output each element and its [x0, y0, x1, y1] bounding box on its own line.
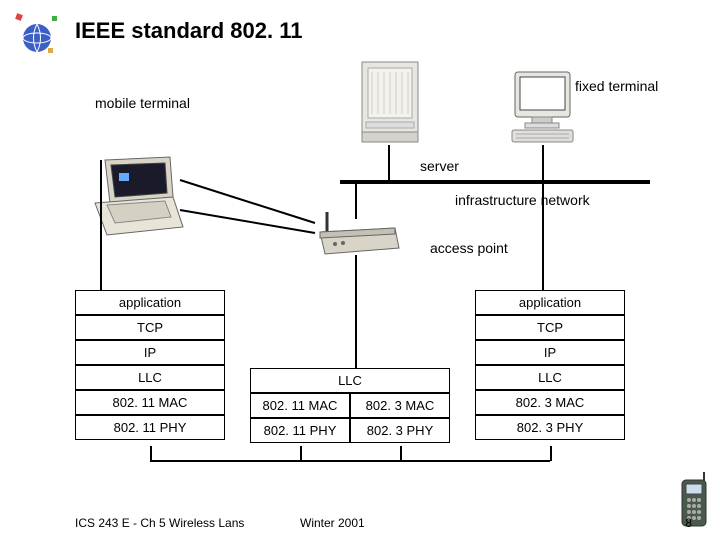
footer-left: ICS 243 E - Ch 5 Wireless Lans: [75, 516, 244, 530]
server-label: server: [420, 158, 459, 174]
laptop-stack-line: [100, 160, 102, 290]
stack-cell: 802. 3 MAC: [475, 390, 625, 415]
stack-cell: LLC: [75, 365, 225, 390]
access-point-icon: [315, 210, 400, 260]
monitor-drop: [542, 145, 544, 182]
stack-cell: LLC: [250, 368, 450, 393]
ap-stack-line: [355, 255, 357, 368]
stack-cell: application: [75, 290, 225, 315]
infra-label: infrastructure network: [455, 192, 590, 208]
stack-cell: 802. 3 MAC: [350, 393, 450, 418]
monitor-icon: [510, 70, 575, 145]
right-stack: application TCP IP LLC 802. 3 MAC 802. 3…: [475, 290, 625, 440]
stack-cell: TCP: [475, 315, 625, 340]
fixed-terminal-label: fixed terminal: [575, 78, 658, 94]
stack-cell: 802. 11 PHY: [75, 415, 225, 440]
stack-cell: LLC: [475, 365, 625, 390]
ap-label: access point: [430, 240, 508, 256]
server-drop: [388, 145, 390, 182]
stack-cell: application: [475, 290, 625, 315]
mid-stack: LLC 802. 11 MAC 802. 3 MAC 802. 11 PHY 8…: [250, 368, 450, 443]
ap-drop: [355, 184, 357, 219]
stack-cell: IP: [75, 340, 225, 365]
stack-cell: IP: [475, 340, 625, 365]
footer-page: 8: [685, 516, 692, 530]
bottom-line-1: [150, 460, 350, 462]
mobile-terminal-label: mobile terminal: [95, 95, 190, 111]
stack-cell: 802. 3 PHY: [350, 418, 450, 443]
slide-title: IEEE standard 802. 11: [75, 18, 302, 44]
stack-cell: 802. 11 PHY: [250, 418, 350, 443]
stack-cell: TCP: [75, 315, 225, 340]
bottom-drop-3: [400, 446, 402, 461]
bottom-drop-4: [550, 446, 552, 461]
bottom-drop-1: [150, 446, 152, 461]
left-stack: application TCP IP LLC 802. 11 MAC 802. …: [75, 290, 225, 440]
network-line: [340, 180, 650, 184]
bottom-drop-2: [300, 446, 302, 461]
phone-icon: [678, 470, 710, 530]
monitor-stack-line: [542, 184, 544, 290]
wireless-link-icon: [175, 175, 325, 245]
logo-icon: [12, 10, 62, 60]
bottom-line-2: [350, 460, 550, 462]
stack-cell: 802. 11 MAC: [75, 390, 225, 415]
stack-cell: 802. 11 MAC: [250, 393, 350, 418]
stack-cell: 802. 3 PHY: [475, 415, 625, 440]
footer-mid: Winter 2001: [300, 516, 365, 530]
server-icon: [360, 60, 420, 145]
